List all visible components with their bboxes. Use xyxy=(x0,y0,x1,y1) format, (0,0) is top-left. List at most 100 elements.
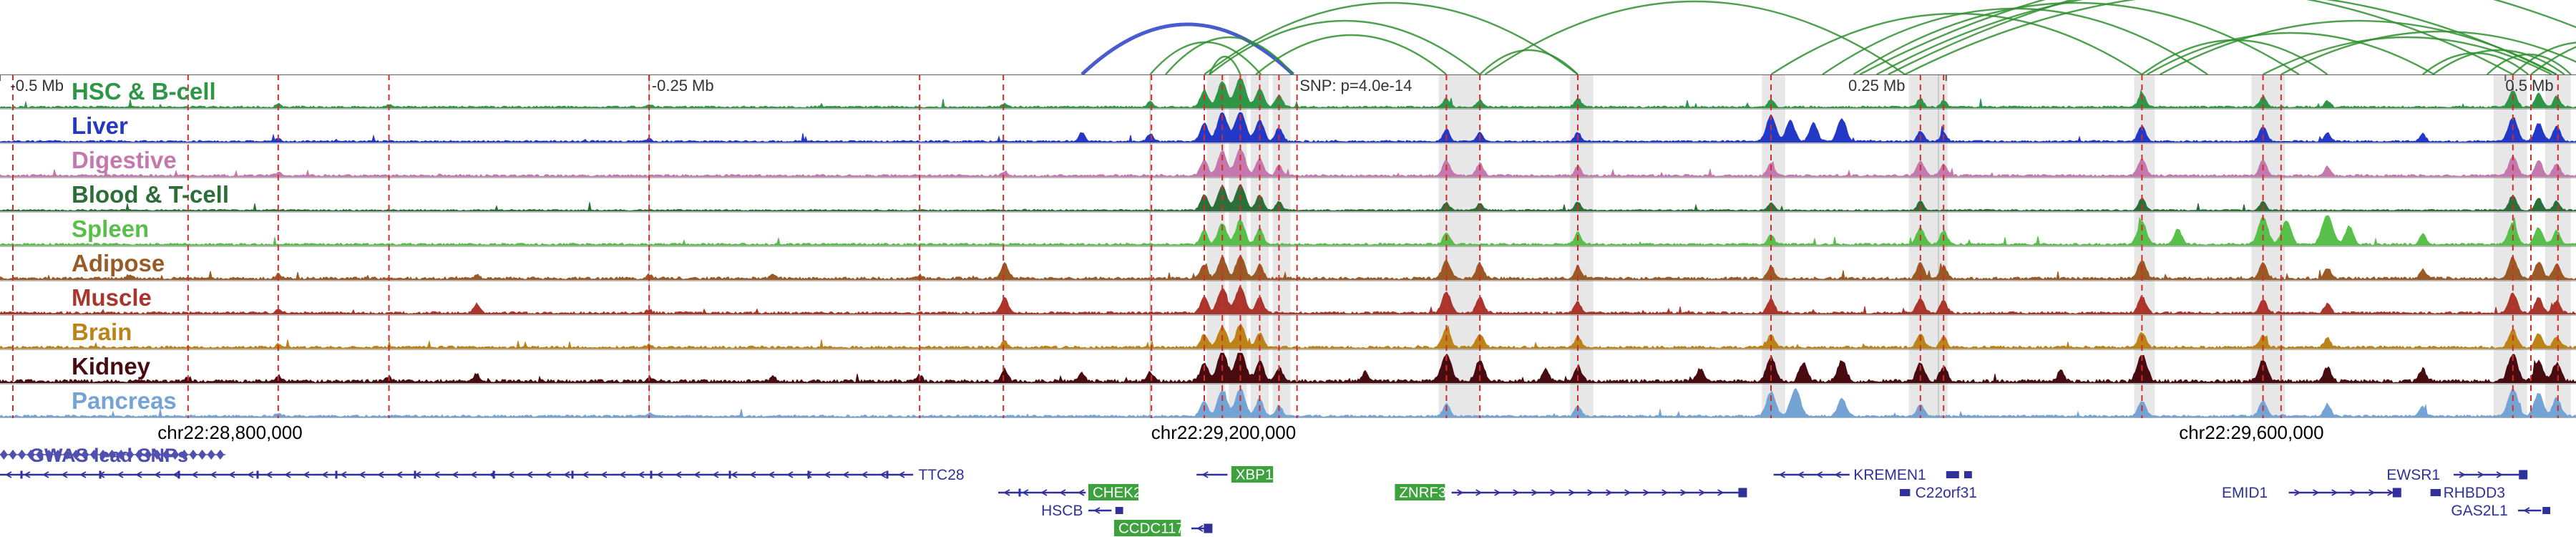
track-label-pancreas[interactable]: Pancreas xyxy=(72,387,177,414)
gene-label[interactable]: ZNRF3 xyxy=(1399,485,1446,501)
gwas-snp-marker[interactable] xyxy=(89,450,98,460)
strand-arrow-icon xyxy=(1662,489,1669,496)
gwas-snp-marker[interactable] xyxy=(54,450,62,460)
strand-arrow-icon xyxy=(1196,525,1204,532)
gene-chek2[interactable]: CHEK2 xyxy=(998,484,1141,501)
strand-arrow-icon xyxy=(545,471,552,478)
gene-label[interactable]: EMID1 xyxy=(2222,485,2268,501)
track-label-hsc-b-cell[interactable]: HSC & B-cell xyxy=(72,78,216,105)
gene-label-highlight xyxy=(1088,484,1138,500)
gwas-snp-marker[interactable] xyxy=(198,450,207,460)
gene-znrf3[interactable]: ZNRF3 xyxy=(1395,484,1747,501)
gwas-snp-marker[interactable] xyxy=(9,450,17,460)
gwas-snp-marker[interactable] xyxy=(72,450,80,460)
track-label-spleen[interactable]: Spleen xyxy=(72,216,150,242)
gwas-snp-marker[interactable] xyxy=(216,450,225,460)
gwas-snp-marker[interactable] xyxy=(144,450,152,460)
gene-label[interactable]: CCDC117 xyxy=(1118,521,1184,537)
gwas-snp-marker[interactable] xyxy=(99,450,107,460)
gene-label[interactable]: EWSR1 xyxy=(2386,467,2440,483)
strand-arrow-icon xyxy=(1717,489,1724,496)
strand-arrow-icon xyxy=(340,471,347,478)
strand-arrow-icon xyxy=(600,471,608,478)
interaction-arc xyxy=(2432,49,2565,74)
strand-arrow-icon xyxy=(265,471,273,478)
strand-arrow-icon xyxy=(2523,507,2530,514)
coordinate-label: chr22:29,200,000 xyxy=(1151,422,1297,443)
strand-arrow-icon xyxy=(898,471,905,478)
interaction-arc xyxy=(2512,42,2576,74)
track-label-adipose[interactable]: Adipose xyxy=(72,250,165,276)
signal-track-spleen xyxy=(0,215,2576,246)
gwas-snp-marker[interactable] xyxy=(36,450,44,460)
strand-arrow-icon xyxy=(79,471,87,478)
track-label-kidney[interactable]: Kidney xyxy=(72,353,151,379)
gwas-snp-marker[interactable] xyxy=(26,450,35,460)
signal-track-digestive xyxy=(0,148,2576,178)
gwas-snp-marker[interactable] xyxy=(207,450,215,460)
gwas-snp-marker[interactable] xyxy=(108,450,117,460)
track-label-liver[interactable]: Liver xyxy=(72,112,128,139)
gwas-snp-marker[interactable] xyxy=(162,450,170,460)
gene-annotation-panel: TTC28 XBP1 KREMEN1 EWSR1 CHEK2 ZNRF3 C22orf31 E… xyxy=(0,466,2550,537)
strand-arrow-icon xyxy=(1059,489,1066,496)
gene-emid1[interactable]: EMID1 xyxy=(2222,485,2401,501)
strand-arrow-icon xyxy=(731,471,738,478)
exon-tick xyxy=(335,470,338,479)
gene-kremen1[interactable]: KREMEN1 xyxy=(1773,467,1972,483)
strand-arrow-icon xyxy=(656,471,663,478)
gene-label[interactable]: C22orf31 xyxy=(1916,485,1977,501)
gwas-snp-marker[interactable] xyxy=(180,450,188,460)
strand-arrow-icon xyxy=(1680,489,1687,496)
strand-arrow-icon xyxy=(1531,489,1538,496)
gene-ccdc117[interactable]: CCDC117 xyxy=(1114,520,1213,537)
gene-ewsr1[interactable]: EWSR1 xyxy=(2386,467,2528,483)
exon-box xyxy=(2430,489,2441,496)
gwas-snp-marker[interactable] xyxy=(153,450,162,460)
interaction-arc xyxy=(1204,1,1579,74)
strand-arrow-icon xyxy=(2294,489,2301,496)
track-label-muscle[interactable]: Muscle xyxy=(72,284,152,311)
gene-label[interactable]: GAS2L1 xyxy=(2451,503,2507,519)
strand-arrow-icon xyxy=(358,471,366,478)
interaction-arc xyxy=(2486,53,2572,74)
gene-xbp1[interactable]: XBP1 xyxy=(1196,466,1273,483)
gwas-snp-marker[interactable] xyxy=(117,450,125,460)
gene-label[interactable]: HSCB xyxy=(1041,503,1083,519)
gwas-snp-marker[interactable] xyxy=(135,450,143,460)
strand-arrow-icon xyxy=(303,471,310,478)
gene-end-box xyxy=(2519,470,2528,480)
gene-label[interactable]: TTC28 xyxy=(918,467,964,483)
gwas-snp-marker[interactable] xyxy=(171,450,180,460)
strand-arrow-icon xyxy=(1568,489,1576,496)
gene-label[interactable]: RHBDD3 xyxy=(2444,485,2505,501)
strand-arrow-icon xyxy=(42,471,49,478)
exon-tick xyxy=(728,470,731,479)
gwas-snp-marker[interactable] xyxy=(44,450,53,460)
track-label-blood-t-cell[interactable]: Blood & T-cell xyxy=(72,181,230,208)
strand-arrow-icon xyxy=(638,471,645,478)
gene-label[interactable]: KREMEN1 xyxy=(1853,467,1926,483)
gwas-snp-marker[interactable] xyxy=(126,450,135,460)
gene-rhbdd3[interactable]: RHBDD3 xyxy=(2430,485,2505,501)
gwas-snp-marker[interactable] xyxy=(81,450,89,460)
gene-label-highlight xyxy=(1231,466,1274,483)
track-label-digestive[interactable]: Digestive xyxy=(72,147,177,173)
strand-arrow-icon xyxy=(2350,489,2357,496)
ruler-label: -0.5 Mb xyxy=(10,77,64,95)
gene-gas2l1[interactable]: GAS2L1 xyxy=(2451,503,2550,519)
strand-arrow-icon xyxy=(1494,489,1501,496)
gwas-snp-marker[interactable] xyxy=(0,450,8,460)
gene-hscb[interactable]: HSCB xyxy=(1041,503,1123,519)
strand-arrow-icon xyxy=(675,471,682,478)
strand-arrow-icon xyxy=(1643,489,1650,496)
gene-c22orf31[interactable]: C22orf31 xyxy=(1900,485,1977,501)
gwas-snp-marker[interactable] xyxy=(18,450,26,460)
gwas-snp-marker[interactable] xyxy=(63,450,72,460)
gene-label[interactable]: XBP1 xyxy=(1236,467,1273,483)
strand-arrow-icon xyxy=(1606,489,1613,496)
track-label-brain[interactable]: Brain xyxy=(72,319,132,345)
gwas-snp-marker[interactable] xyxy=(189,450,197,460)
gene-ttc28[interactable]: TTC28 xyxy=(0,467,965,483)
gene-label[interactable]: CHEK2 xyxy=(1093,485,1141,501)
